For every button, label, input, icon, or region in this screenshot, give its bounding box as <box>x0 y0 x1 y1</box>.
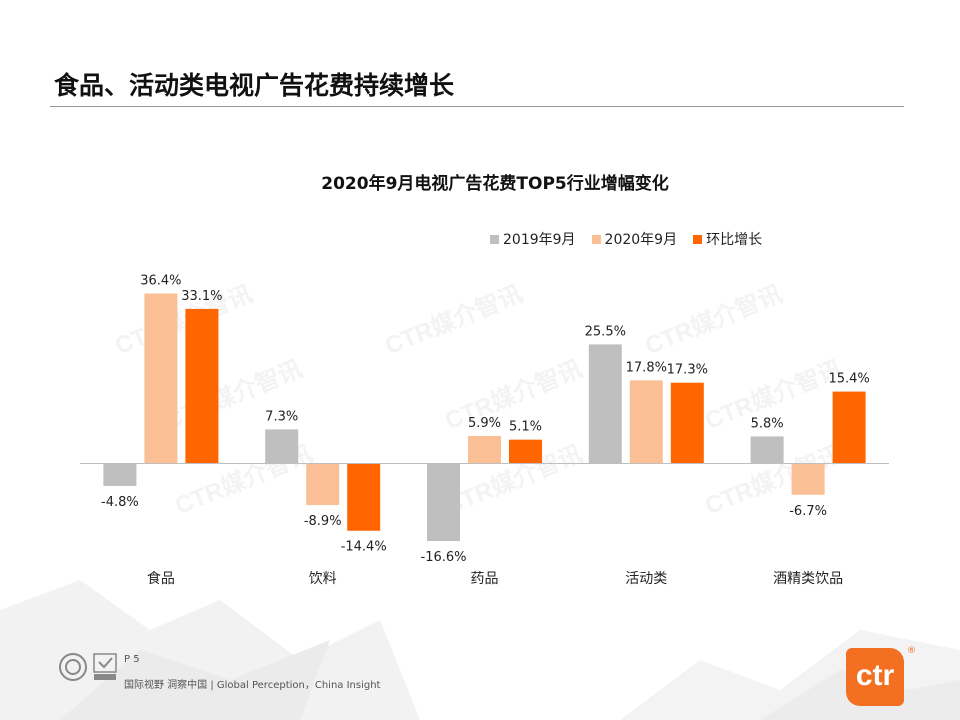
legend-label-2019: 2019年9月 <box>503 232 576 248</box>
chart-legend: 2019年9月 2020年9月 环比增长 <box>490 229 762 249</box>
legend-item-growth: 环比增长 <box>693 229 762 249</box>
bar-0-1 <box>265 429 299 464</box>
data-label-1-4: -6.7% <box>789 504 827 519</box>
data-label-2-4: 15.4% <box>828 372 869 387</box>
data-label-2-0: 33.1% <box>181 289 222 304</box>
sgs-certification-icon <box>59 653 87 681</box>
category-label-1: 饮料 <box>309 571 337 587</box>
bar-0-2 <box>427 463 460 542</box>
bar-0-0 <box>103 463 137 486</box>
legend-swatch-2019 <box>490 234 499 244</box>
data-label-0-3: 25.5% <box>585 324 626 339</box>
category-label-0: 食品 <box>147 570 175 587</box>
bar-1-0 <box>144 293 178 464</box>
bar-2-3 <box>670 382 704 464</box>
ukas-certification-icon <box>93 653 117 680</box>
certification-logos <box>58 652 118 682</box>
data-label-2-2: 5.1% <box>509 420 542 435</box>
data-label-0-1: 7.3% <box>265 409 298 424</box>
data-label-0-0: -4.8% <box>101 495 139 510</box>
data-label-1-0: 36.4% <box>140 274 181 289</box>
ctr-logo: ctr <box>846 648 904 706</box>
bar-1-1 <box>306 463 340 506</box>
category-label-3: 活动类 <box>625 571 667 587</box>
data-label-0-4: 5.8% <box>751 416 784 431</box>
legend-item-2019: 2019年9月 <box>490 229 576 249</box>
bar-0-3 <box>588 344 622 464</box>
registered-mark: ® <box>907 646 916 656</box>
data-label-1-3: 17.8% <box>626 360 667 375</box>
category-label-2: 药品 <box>471 571 499 587</box>
data-label-0-2: -16.6% <box>421 550 467 565</box>
footer-slogan: 国际视野 洞察中国 | Global Perception，China Insi… <box>124 680 381 691</box>
bar-2-4 <box>832 391 866 464</box>
chart-title: 2020年9月电视广告花费TOP5行业增幅变化 <box>321 174 669 194</box>
bar-1-4 <box>791 463 825 495</box>
slide-title: 食品、活动类电视广告花费持续增长 <box>54 71 455 100</box>
bar-1-3 <box>629 380 663 464</box>
bar-2-1 <box>347 463 381 531</box>
bar-1-2 <box>468 435 501 464</box>
legend-swatch-2020 <box>591 234 601 244</box>
page-number: P 5 <box>124 654 140 665</box>
legend-label-2020: 2020年9月 <box>604 232 678 248</box>
data-label-1-2: 5.9% <box>468 416 501 431</box>
legend-swatch-growth <box>693 234 703 244</box>
bar-2-2 <box>509 439 542 464</box>
bar-0-4 <box>750 436 784 464</box>
data-label-2-1: -14.4% <box>341 540 387 555</box>
legend-label-growth: 环比增长 <box>706 232 763 248</box>
data-label-2-3: 17.3% <box>667 363 708 378</box>
bar-2-0 <box>185 308 219 464</box>
legend-item-2020: 2020年9月 <box>591 229 678 249</box>
data-label-1-1: -8.9% <box>304 514 342 529</box>
category-label-4: 酒精类饮品 <box>773 571 843 587</box>
title-divider <box>50 106 904 107</box>
